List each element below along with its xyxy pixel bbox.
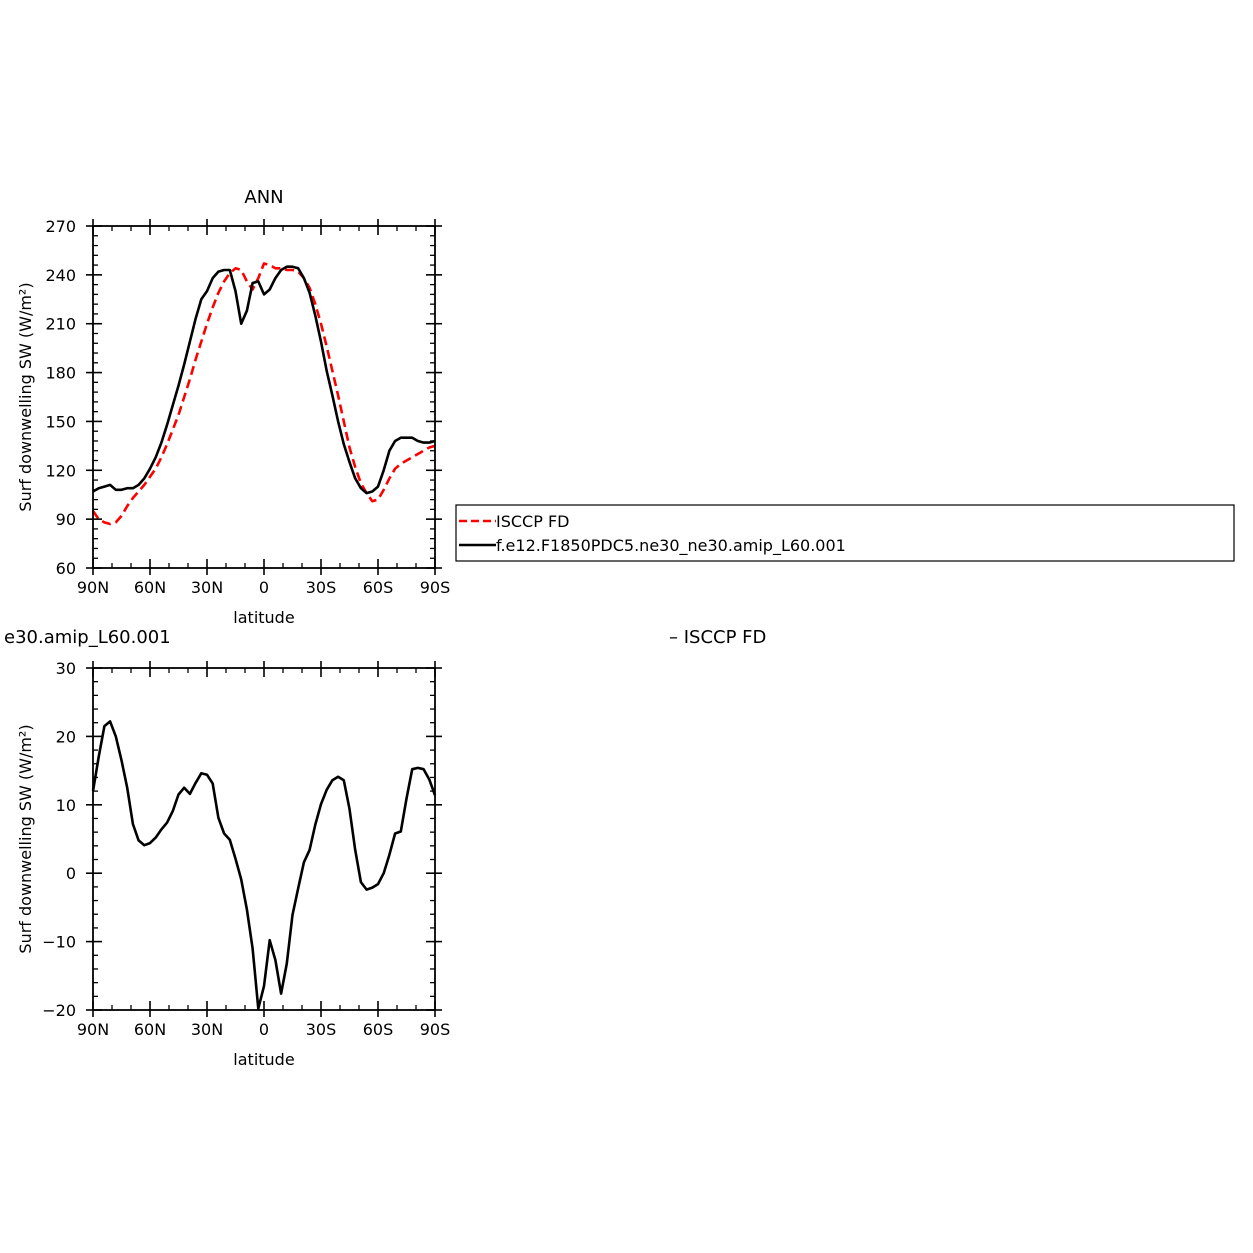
top-panel: ANN 90N 60N 30N 0 30S 60S 90S 60 90 120 150 180 210 2… — [16, 187, 450, 627]
legend: ISCCP FD f.e12.F1850PDC5.ne30_ne30.amip_… — [455, 504, 1235, 562]
x-tick-label: 0 — [259, 1020, 269, 1039]
legend-label-model: f.e12.F1850PDC5.ne30_ne30.amip_L60.001 — [496, 536, 846, 556]
series-line — [92, 265, 436, 495]
y-axis-label: Surf downwelling SW (W/m²) — [16, 724, 35, 953]
y-tick-label: 150 — [45, 412, 76, 431]
x-tick-label: 30S — [306, 578, 337, 597]
x-axis-label: latitude — [233, 608, 294, 627]
legend-box — [455, 504, 1235, 562]
plot-frame — [92, 225, 436, 569]
y-tick-label: 90 — [56, 510, 76, 529]
y-tick-label: 30 — [56, 659, 76, 678]
y-tick-label: 0 — [66, 864, 76, 883]
y-tick-label: 270 — [45, 217, 76, 236]
plot-area: 90N 60N 30N 0 30S 60S 90S 60 90 120 150 180 210 240 27… — [45, 217, 450, 597]
chart-title-right: – ISCCP FD — [669, 627, 766, 648]
y-tick-label: 180 — [45, 364, 76, 383]
y-tick-label: 20 — [56, 727, 76, 746]
y-tick-label: 10 — [56, 796, 76, 815]
x-tick-label: 30N — [191, 1020, 223, 1039]
legend-label-isccp: ISCCP FD — [496, 512, 569, 531]
x-tick-label: 60S — [363, 578, 394, 597]
series-line — [91, 720, 437, 1010]
y-tick-label: 60 — [56, 559, 76, 578]
x-tick-label: 90N — [77, 1020, 109, 1039]
x-tick-label: 0 — [259, 578, 269, 597]
x-axis-label: latitude — [233, 1050, 294, 1069]
bottom-panel: e30.amip_L60.001 – ISCCP FD 90N 60N 30N 0 30… — [4, 627, 766, 1069]
y-tick-label: 120 — [45, 461, 76, 480]
x-tick-label: 90S — [420, 578, 451, 597]
x-tick-label: 30N — [191, 578, 223, 597]
x-tick-label: 90S — [420, 1020, 451, 1039]
plot-frame — [92, 667, 436, 1011]
x-tick-label: 60S — [363, 1020, 394, 1039]
x-tick-label: 90N — [77, 578, 109, 597]
chart-title: ANN — [244, 187, 283, 208]
chart-title-left: e30.amip_L60.001 — [4, 627, 171, 648]
y-tick-label: −20 — [42, 1001, 76, 1020]
plot-area: 90N 60N 30N 0 30S 60S 90S −20 −10 0 10 20 30 — [42, 659, 450, 1039]
series-line — [91, 262, 436, 526]
x-tick-label: 30S — [306, 1020, 337, 1039]
y-tick-label: 210 — [45, 315, 76, 334]
y-tick-label: 240 — [45, 266, 76, 285]
x-tick-label: 60N — [134, 1020, 166, 1039]
y-tick-label: −10 — [42, 933, 76, 952]
x-tick-label: 60N — [134, 578, 166, 597]
y-axis-label: Surf downwelling SW (W/m²) — [16, 282, 35, 511]
